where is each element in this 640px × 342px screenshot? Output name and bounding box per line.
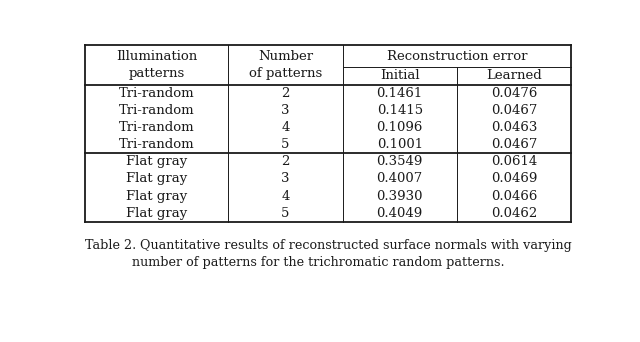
Text: Tri-random: Tri-random (119, 104, 195, 117)
Text: 0.4007: 0.4007 (376, 172, 423, 185)
Text: 0.0476: 0.0476 (491, 87, 537, 100)
Text: 2: 2 (282, 155, 290, 168)
Text: 4: 4 (282, 121, 290, 134)
Text: Initial: Initial (380, 69, 419, 82)
Text: 0.1415: 0.1415 (376, 104, 423, 117)
Text: 4: 4 (282, 190, 290, 203)
Text: 0.0467: 0.0467 (491, 138, 537, 151)
Text: 0.0463: 0.0463 (491, 121, 537, 134)
Text: 0.0466: 0.0466 (491, 190, 537, 203)
Text: 0.1096: 0.1096 (376, 121, 423, 134)
Text: Illumination
patterns: Illumination patterns (116, 50, 197, 80)
Text: Table 2.: Table 2. (85, 239, 136, 252)
Text: 5: 5 (282, 138, 290, 151)
Text: 0.0614: 0.0614 (491, 155, 537, 168)
Text: 5: 5 (282, 207, 290, 220)
Text: Tri-random: Tri-random (119, 121, 195, 134)
Text: Learned: Learned (486, 69, 542, 82)
Text: 0.3930: 0.3930 (376, 190, 423, 203)
Text: Quantitative results of reconstructed surface normals with varying
number of pat: Quantitative results of reconstructed su… (132, 239, 572, 269)
Text: Flat gray: Flat gray (126, 207, 188, 220)
Text: Number
of patterns: Number of patterns (249, 50, 322, 80)
Text: 0.1001: 0.1001 (376, 138, 423, 151)
Text: 3: 3 (281, 104, 290, 117)
Text: 0.0467: 0.0467 (491, 104, 537, 117)
Text: 0.3549: 0.3549 (376, 155, 423, 168)
Text: 0.0462: 0.0462 (491, 207, 537, 220)
Text: Tri-random: Tri-random (119, 138, 195, 151)
Text: Flat gray: Flat gray (126, 190, 188, 203)
Text: 3: 3 (281, 172, 290, 185)
Text: 0.1461: 0.1461 (376, 87, 423, 100)
Text: 0.0469: 0.0469 (491, 172, 537, 185)
Text: Reconstruction error: Reconstruction error (387, 50, 527, 63)
Text: Tri-random: Tri-random (119, 87, 195, 100)
Text: 0.4049: 0.4049 (376, 207, 423, 220)
Text: Flat gray: Flat gray (126, 172, 188, 185)
Text: Flat gray: Flat gray (126, 155, 188, 168)
Text: 2: 2 (282, 87, 290, 100)
